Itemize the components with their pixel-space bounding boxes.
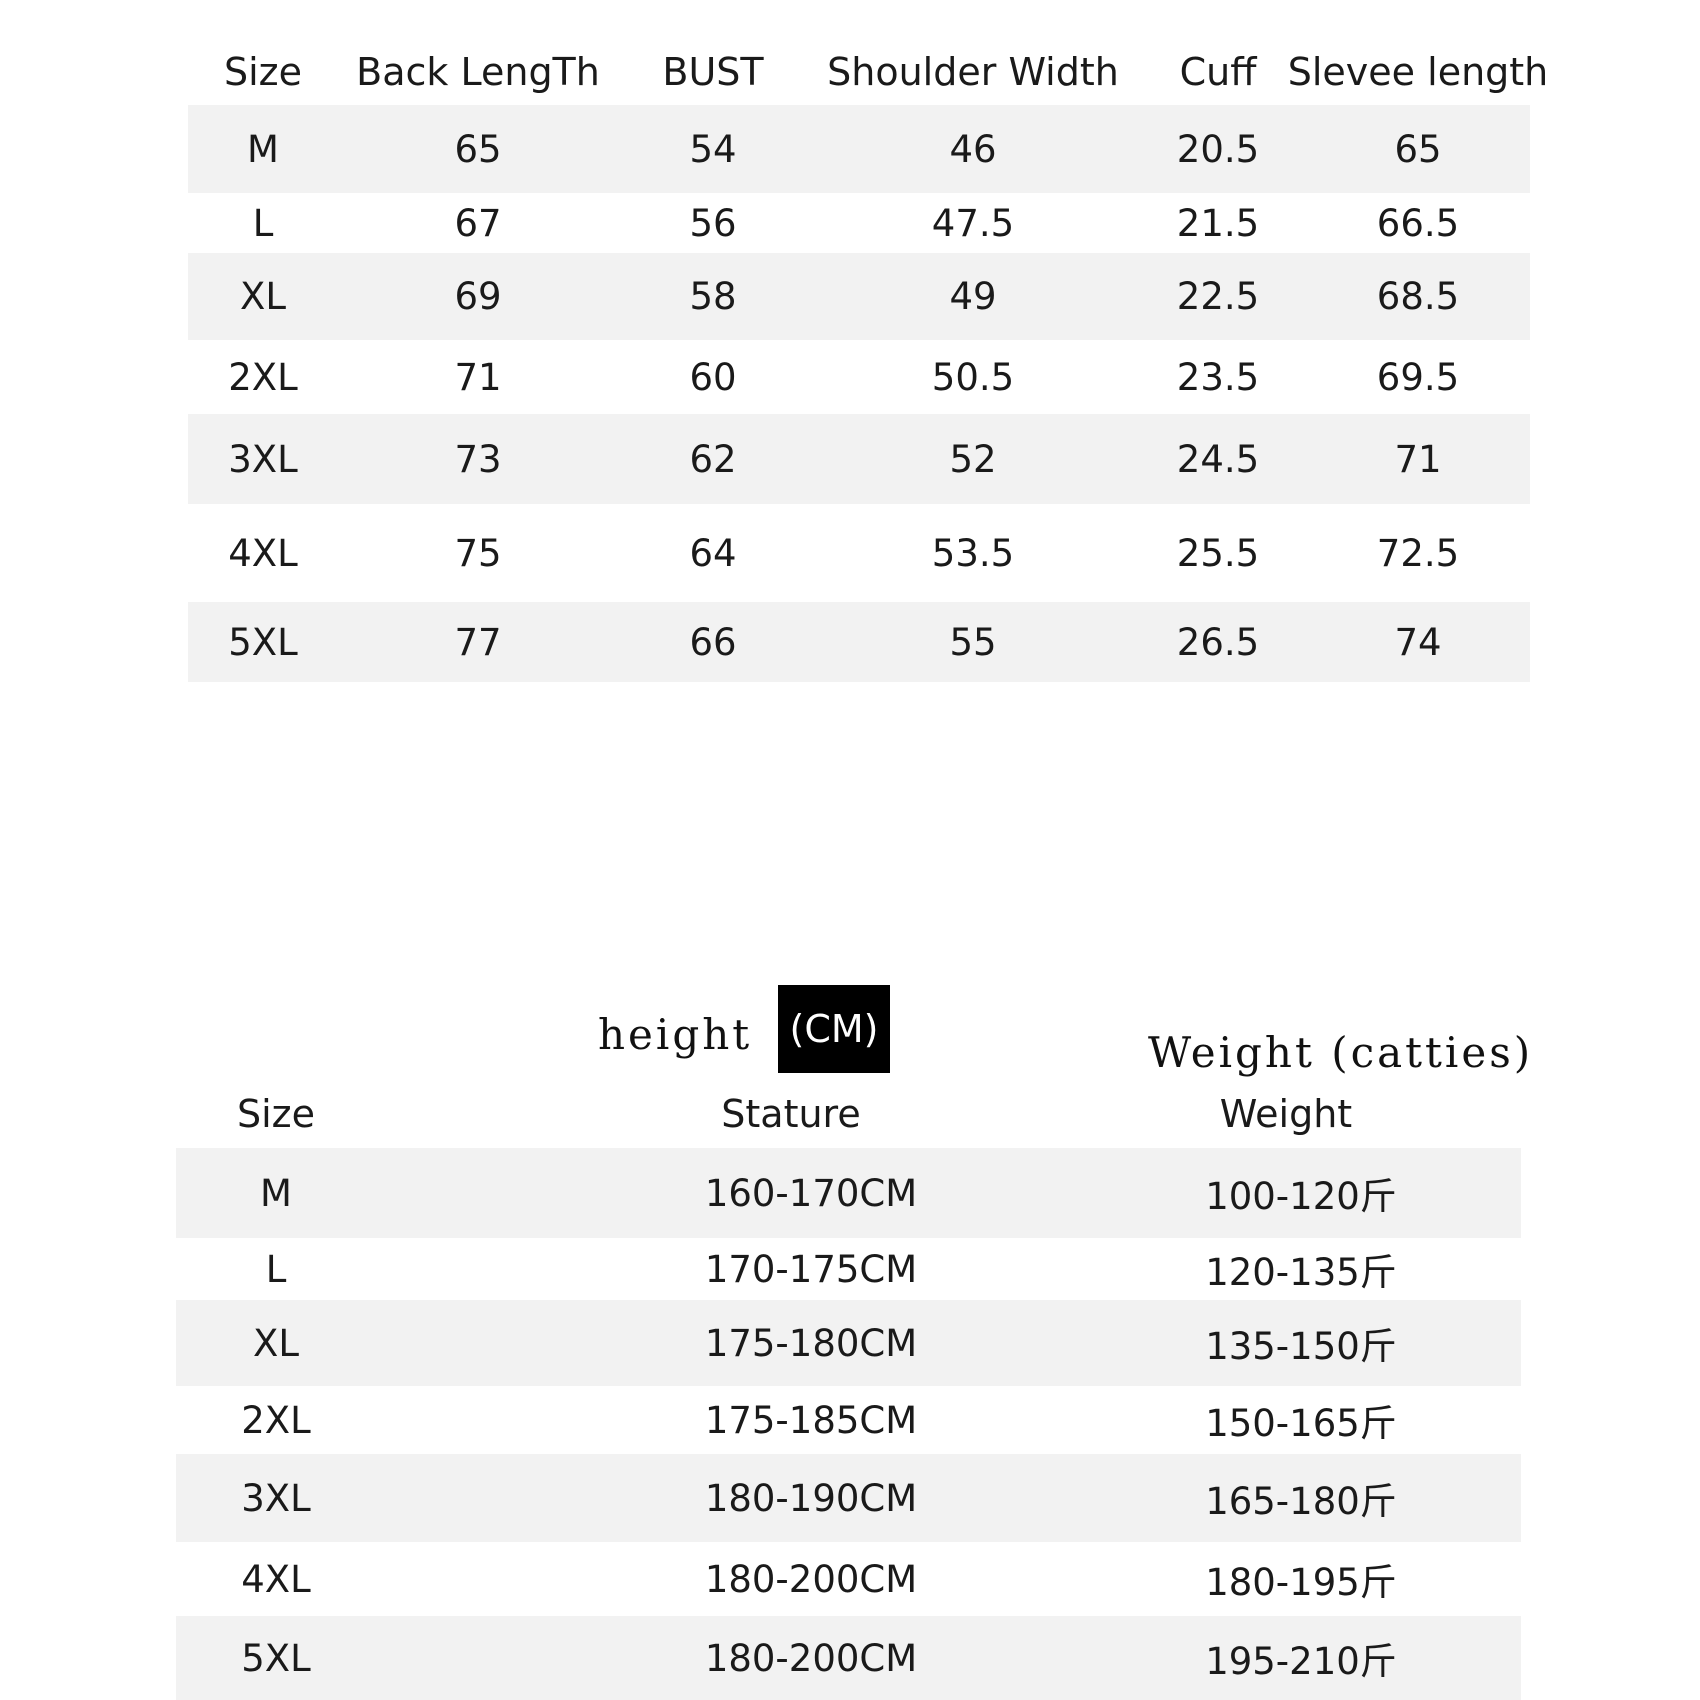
weight-catties-label: Weight (catties): [1148, 1028, 1534, 1077]
header-weight: Weight: [1219, 1092, 1353, 1136]
cell-size: 4XL: [241, 1557, 311, 1601]
height-label: height: [598, 1010, 753, 1059]
cell-shoulder-width: 50.5: [931, 355, 1015, 399]
cell-back-length: 77: [454, 620, 502, 664]
table-row: 5XL 77 66 55 26.5 74: [188, 602, 1530, 682]
cell-size: XL: [253, 1321, 299, 1365]
cell-sleeve-length: 66.5: [1376, 201, 1460, 245]
cell-size: 2XL: [228, 355, 298, 399]
cell-bust: 66: [689, 620, 737, 664]
cell-weight: 165-180斤: [1205, 1480, 1397, 1523]
table-row: 5XL 180-200CM 195-210斤: [176, 1616, 1521, 1700]
cell-sleeve-length: 72.5: [1376, 531, 1460, 575]
table-row: M 65 54 46 20.5 65: [188, 105, 1530, 193]
cell-cuff: 25.5: [1176, 531, 1260, 575]
cell-size: 5XL: [241, 1636, 311, 1680]
table-row: 2XL 175-185CM 150-165斤: [176, 1386, 1521, 1454]
table-header-row: Size Back LengTh BUST Shoulder Width Cuf…: [188, 40, 1548, 104]
header-stature: Stature: [721, 1092, 861, 1136]
cell-sleeve-length: 71: [1394, 437, 1442, 481]
cell-size: L: [265, 1247, 287, 1291]
table-header-row: Size Stature Weight: [176, 1080, 1521, 1148]
cell-shoulder-width: 52: [949, 437, 997, 481]
cell-weight: 180-195斤: [1205, 1561, 1397, 1604]
cell-shoulder-width: 49: [949, 275, 997, 318]
cell-back-length: 75: [454, 531, 502, 575]
table-row: 3XL 73 62 52 24.5 71: [188, 414, 1530, 504]
table-row: L 170-175CM 120-135斤: [176, 1238, 1521, 1300]
cell-cuff: 21.5: [1176, 201, 1260, 245]
cell-size: XL: [240, 275, 286, 318]
cell-stature: 175-185CM: [704, 1398, 918, 1442]
cell-stature: 180-190CM: [704, 1476, 918, 1520]
cell-size: 5XL: [228, 620, 298, 664]
cell-size: 2XL: [241, 1398, 311, 1442]
header-shoulder-width: Shoulder Width: [827, 50, 1119, 94]
cell-size: 4XL: [228, 531, 298, 575]
cell-sleeve-length: 68.5: [1376, 275, 1460, 318]
size-fit-table: Size Stature Weight M 160-170CM 100-120斤…: [176, 1080, 1521, 1700]
cell-weight: 195-210斤: [1205, 1640, 1397, 1683]
cell-stature: 180-200CM: [704, 1636, 918, 1680]
cell-shoulder-width: 55: [949, 620, 997, 664]
cell-stature: 175-180CM: [704, 1321, 918, 1365]
table-row: 3XL 180-190CM 165-180斤: [176, 1454, 1521, 1542]
cell-sleeve-length: 69.5: [1376, 355, 1460, 399]
cm-unit-box: (CM): [778, 985, 890, 1073]
cell-cuff: 23.5: [1176, 355, 1260, 399]
cell-weight: 135-150斤: [1205, 1325, 1397, 1368]
cell-size: M: [260, 1171, 292, 1215]
cell-shoulder-width: 47.5: [931, 201, 1015, 245]
cell-bust: 58: [689, 275, 737, 318]
cell-size: 3XL: [241, 1476, 311, 1520]
table-row: L 67 56 47.5 21.5 66.5: [188, 193, 1530, 253]
cell-back-length: 69: [454, 275, 502, 318]
cell-size: L: [252, 201, 274, 245]
header-size: Size: [223, 50, 302, 94]
cell-back-length: 67: [454, 201, 502, 245]
table-row: XL 175-180CM 135-150斤: [176, 1300, 1521, 1386]
cell-cuff: 26.5: [1176, 620, 1260, 664]
cell-bust: 64: [689, 531, 737, 575]
table-row: 4XL 180-200CM 180-195斤: [176, 1542, 1521, 1616]
cell-bust: 56: [689, 201, 737, 245]
table-row: M 160-170CM 100-120斤: [176, 1148, 1521, 1238]
cell-weight: 150-165斤: [1205, 1402, 1397, 1445]
table-row: XL 69 58 49 22.5 68.5: [188, 253, 1530, 340]
header-cuff: Cuff: [1179, 50, 1257, 94]
cell-back-length: 73: [454, 437, 502, 481]
cell-weight: 120-135斤: [1205, 1251, 1397, 1294]
header-size: Size: [236, 1092, 315, 1136]
cell-bust: 54: [689, 127, 737, 171]
cell-bust: 62: [689, 437, 737, 481]
cell-cuff: 20.5: [1176, 127, 1260, 171]
cell-cuff: 22.5: [1176, 275, 1260, 318]
table-row: 2XL 71 60 50.5 23.5 69.5: [188, 340, 1530, 414]
cell-cuff: 24.5: [1176, 437, 1260, 481]
cell-size: M: [247, 127, 279, 171]
cell-back-length: 71: [454, 355, 502, 399]
cell-stature: 180-200CM: [704, 1557, 918, 1601]
cell-weight: 100-120斤: [1205, 1175, 1397, 1218]
cell-shoulder-width: 46: [949, 127, 997, 171]
table-row: 4XL 75 64 53.5 25.5 72.5: [188, 504, 1530, 602]
cell-sleeve-length: 74: [1394, 620, 1442, 664]
cell-stature: 160-170CM: [704, 1171, 918, 1215]
size-measurement-table: Size Back LengTh BUST Shoulder Width Cuf…: [188, 40, 1548, 690]
cell-sleeve-length: 65: [1394, 127, 1442, 171]
header-back-length: Back LengTh: [356, 50, 600, 94]
cell-bust: 60: [689, 355, 737, 399]
header-bust: BUST: [662, 50, 764, 94]
cell-back-length: 65: [454, 127, 502, 171]
header-sleeve-length: Slevee length: [1287, 50, 1549, 94]
cell-shoulder-width: 53.5: [931, 531, 1015, 575]
cell-stature: 170-175CM: [704, 1247, 918, 1291]
cell-size: 3XL: [228, 437, 298, 481]
